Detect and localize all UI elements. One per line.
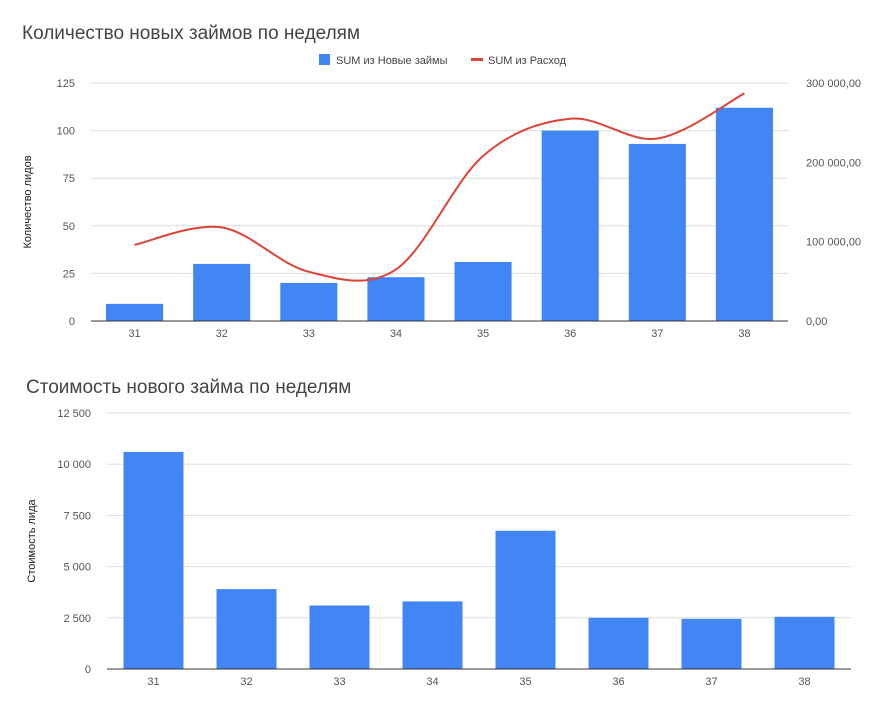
x-tick-label: 38: [738, 328, 750, 340]
bar-week-33: [309, 605, 370, 669]
y-tick-label: 12 500: [57, 408, 91, 420]
x-tick-label: 32: [240, 676, 252, 688]
chart1-expense-line: [134, 92, 745, 282]
chart2-grid: [107, 412, 851, 619]
x-tick-label: 34: [426, 676, 438, 688]
x-tick-label: 36: [612, 676, 624, 688]
bar-week-36: [541, 130, 599, 321]
bar-week-36: [588, 617, 649, 669]
x-tick-label: 31: [128, 328, 140, 340]
chart1-x-axis: 31 32 33 34 35 36 37 38: [128, 328, 750, 340]
y-tick-label: 75: [63, 173, 75, 185]
chart1-legend: SUM из Новые займы SUM из Расход: [319, 54, 567, 67]
y2-tick-label: 200 000,00: [806, 157, 861, 169]
x-tick-label: 37: [705, 676, 717, 688]
x-tick-label: 33: [303, 328, 315, 340]
bar-week-32: [193, 263, 251, 321]
y-tick-label: 100: [57, 126, 75, 138]
chart2-ylabel: Стоимость лида: [26, 499, 38, 583]
legend-label-line: SUM из Расход: [488, 55, 567, 67]
chart2-x-axis: 31 32 33 34 35 36 37 38: [147, 676, 810, 688]
y2-tick-label: 0,00: [806, 316, 827, 328]
legend-swatch-bars: [319, 54, 330, 65]
bar-week-32: [216, 589, 277, 669]
y-tick-label: 125: [57, 78, 75, 90]
y-tick-label: 7 500: [63, 510, 91, 522]
x-tick-label: 38: [798, 676, 810, 688]
x-tick-label: 34: [390, 328, 402, 340]
y-tick-label: 10 000: [57, 459, 91, 471]
bar-week-35: [454, 261, 512, 321]
x-tick-label: 33: [333, 676, 345, 688]
y-tick-label: 5 000: [63, 562, 91, 574]
x-tick-label: 35: [477, 328, 489, 340]
x-tick-label: 37: [651, 328, 663, 340]
bar-week-31: [106, 303, 164, 321]
y2-tick-label: 100 000,00: [806, 237, 861, 249]
bar-week-37: [681, 618, 742, 669]
x-tick-label: 36: [564, 328, 576, 340]
bar-week-38: [774, 616, 835, 669]
bar-week-38: [715, 107, 773, 321]
chart2-bars: [123, 451, 835, 669]
chart1-ylabel: Количество лидов: [22, 155, 34, 248]
chart1-title: Количество новых займов по неделям: [22, 23, 360, 44]
bar-week-35: [495, 530, 556, 669]
bar-week-34: [402, 601, 463, 669]
x-tick-label: 32: [216, 328, 228, 340]
y-tick-label: 0: [85, 664, 91, 676]
y-tick-label: 50: [63, 221, 75, 233]
x-tick-label: 35: [519, 676, 531, 688]
chart-new-loans: Количество новых займов по неделям SUM и…: [22, 23, 861, 340]
x-tick-label: 31: [147, 676, 159, 688]
chart2-title: Стоимость нового займа по неделям: [26, 377, 351, 398]
bar-week-34: [367, 277, 425, 321]
chart-loan-cost: Стоимость нового займа по неделям Стоимо…: [26, 377, 851, 688]
bar-week-31: [123, 451, 184, 669]
chart2-y-axis: 0 2 500 5 000 7 500 10 000 12 500: [57, 408, 91, 676]
legend-label-bars: SUM из Новые займы: [336, 55, 448, 67]
bar-week-37: [628, 143, 686, 321]
y-tick-label: 0: [69, 316, 75, 328]
bar-week-33: [280, 282, 338, 321]
y-tick-label: 2 500: [63, 613, 91, 625]
chart1-y-axis: 0 25 50 75 100 125: [57, 78, 75, 328]
chart1-bars: [106, 107, 773, 321]
chart1-y2-axis: 0,00 100 000,00 200 000,00 300 000,00: [806, 78, 861, 328]
y-tick-label: 25: [63, 268, 75, 280]
y2-tick-label: 300 000,00: [806, 78, 861, 90]
